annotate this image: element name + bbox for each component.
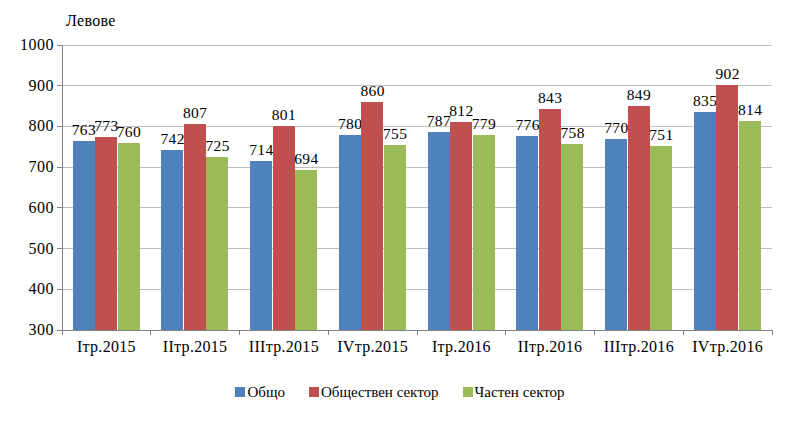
bar: [95, 137, 117, 330]
data-label: 742: [161, 130, 185, 147]
bar: [384, 145, 406, 330]
plot-area: 3004005006007008009001000Iтр.20157637737…: [0, 0, 800, 426]
x-axis-tick: [328, 330, 329, 335]
data-label: 751: [649, 126, 673, 143]
bar: [361, 102, 383, 330]
bar: [339, 135, 361, 330]
data-label: 773: [94, 117, 118, 134]
bar: [73, 141, 95, 330]
y-tick-label: 500: [4, 241, 54, 257]
x-axis-tick: [62, 330, 63, 335]
data-label: 812: [449, 102, 473, 119]
x-tick-label: IVтр.2015: [337, 338, 408, 356]
y-axis-line: [62, 45, 63, 330]
bar: [561, 144, 583, 330]
x-axis-tick: [594, 330, 595, 335]
x-axis-tick: [239, 330, 240, 335]
data-label: 725: [206, 137, 230, 154]
data-label: 860: [361, 82, 385, 99]
gridline: [62, 85, 772, 86]
data-label: 814: [738, 101, 762, 118]
bar: [650, 146, 672, 330]
data-label: 758: [561, 124, 585, 141]
x-axis-tick: [505, 330, 506, 335]
data-label: 763: [72, 121, 96, 138]
bar: [628, 106, 650, 330]
legend-swatch: [309, 387, 319, 397]
data-label: 760: [117, 123, 141, 140]
data-label: 849: [627, 86, 651, 103]
bar: [295, 170, 317, 330]
bar: [739, 121, 761, 330]
bar: [273, 126, 295, 330]
x-tick-label: IIIтр.2016: [604, 338, 674, 356]
x-tick-label: Iтр.2015: [77, 338, 136, 356]
x-axis-tick: [683, 330, 684, 335]
y-tick-label: 600: [4, 200, 54, 216]
y-tick-label: 1000: [4, 37, 54, 53]
data-label: 770: [604, 119, 628, 136]
bar: [450, 122, 472, 330]
legend-label: Обществен сектор: [321, 384, 439, 401]
data-label: 780: [338, 115, 362, 132]
bar: [694, 112, 716, 330]
x-tick-label: IIIтр.2015: [249, 338, 319, 356]
x-tick-label: Iтр.2016: [432, 338, 491, 356]
y-tick-label: 800: [4, 118, 54, 134]
data-label: 835: [693, 92, 717, 109]
legend-item: Частен сектор: [463, 384, 565, 401]
bar: [605, 139, 627, 330]
gridline: [62, 45, 772, 46]
legend-swatch: [463, 387, 473, 397]
data-label: 787: [427, 112, 451, 129]
data-label: 776: [516, 116, 540, 133]
data-label: 807: [183, 104, 207, 121]
data-label: 902: [716, 65, 740, 82]
bar: [428, 132, 450, 330]
data-label: 801: [272, 106, 296, 123]
bar-chart: Левове 3004005006007008009001000Iтр.2015…: [0, 0, 800, 426]
bar: [716, 85, 738, 330]
x-axis-tick: [772, 330, 773, 335]
bar: [184, 124, 206, 330]
y-tick-label: 700: [4, 159, 54, 175]
bar: [206, 157, 228, 330]
data-label: 714: [249, 141, 273, 158]
bar: [118, 143, 140, 330]
bar: [539, 109, 561, 330]
bar: [250, 161, 272, 330]
data-label: 843: [538, 89, 562, 106]
bar: [516, 136, 538, 330]
data-label: 694: [294, 150, 318, 167]
y-tick-label: 400: [4, 281, 54, 297]
x-tick-label: IIтр.2015: [163, 338, 228, 356]
x-tick-label: IIтр.2016: [518, 338, 583, 356]
data-label: 779: [472, 115, 496, 132]
y-tick-label: 300: [4, 322, 54, 338]
legend-label: Частен сектор: [475, 384, 565, 401]
data-label: 755: [383, 125, 407, 142]
legend-swatch: [235, 387, 245, 397]
legend: Общо Обществен сектор Частен сектор: [0, 381, 800, 403]
legend-label: Общо: [247, 384, 285, 401]
x-tick-label: IVтр.2016: [692, 338, 763, 356]
bar: [161, 150, 183, 330]
bar: [473, 135, 495, 330]
y-tick-label: 900: [4, 78, 54, 94]
x-axis-tick: [417, 330, 418, 335]
x-axis-tick: [150, 330, 151, 335]
legend-item: Общо: [235, 384, 285, 401]
legend-item: Обществен сектор: [309, 384, 439, 401]
